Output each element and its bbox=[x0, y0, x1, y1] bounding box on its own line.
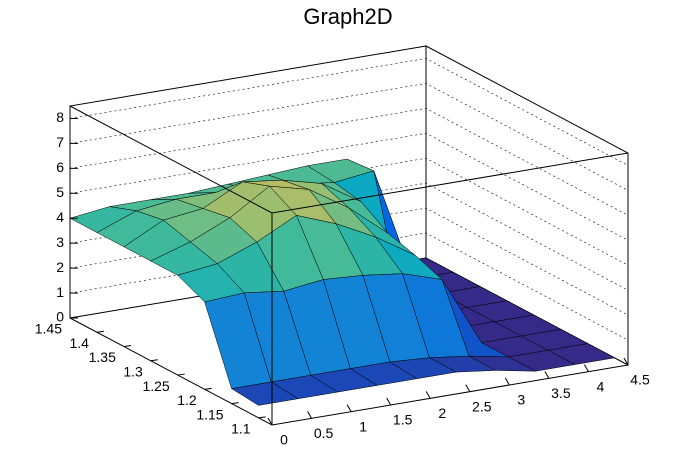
z-tick-label: 8 bbox=[56, 109, 64, 125]
grid-line bbox=[69, 108, 629, 216]
x-tick bbox=[584, 364, 589, 372]
x-tick-label: 2 bbox=[438, 405, 446, 421]
x-tick bbox=[544, 371, 550, 379]
y-tick bbox=[69, 316, 78, 319]
x-tick bbox=[307, 411, 312, 419]
z-tick-label: 1 bbox=[56, 284, 64, 300]
x-tick-label: 1 bbox=[359, 418, 367, 434]
x-tick bbox=[346, 404, 352, 412]
chart-title: Graph2D bbox=[303, 4, 392, 29]
y-tick-label: 1.15 bbox=[196, 406, 223, 422]
z-tick-label: 6 bbox=[56, 159, 64, 175]
z-tick-label: 4 bbox=[56, 209, 64, 225]
y-tick-label: 1.35 bbox=[89, 349, 116, 365]
x-tick bbox=[465, 384, 471, 392]
y-tick bbox=[96, 330, 105, 333]
grid-line bbox=[69, 58, 629, 166]
z-tick-label: 3 bbox=[56, 234, 64, 250]
x-tick-label: 0.5 bbox=[314, 425, 334, 441]
z-tick-label: 2 bbox=[56, 259, 64, 275]
z-tick-label: 5 bbox=[56, 184, 64, 200]
x-tick-label: 3.5 bbox=[551, 385, 571, 401]
surface bbox=[69, 158, 616, 406]
x-tick-label: 0 bbox=[280, 432, 288, 448]
axes: 0 1 2 3 4 5 6 7 8 0 0.5 1 1.5 2 2.5 3 3.5 4 4.5 1.1 1.151.2 1… bbox=[35, 109, 650, 448]
y-tick bbox=[177, 373, 185, 376]
y-tick-label: 1.3 bbox=[123, 364, 143, 380]
z-tick-label: 7 bbox=[56, 134, 64, 150]
grid-line bbox=[69, 83, 629, 191]
x-tick-label: 4 bbox=[597, 378, 605, 394]
x-tick bbox=[267, 417, 273, 426]
x-tick bbox=[425, 391, 431, 399]
y-tick bbox=[258, 416, 266, 419]
surface-cell bbox=[230, 381, 299, 406]
y-tick-label: 1.45 bbox=[35, 321, 62, 337]
y-tick bbox=[123, 345, 131, 348]
y-tick bbox=[231, 402, 239, 405]
x-tick-label: 4.5 bbox=[630, 372, 650, 388]
y-tick-label: 1.25 bbox=[142, 378, 169, 394]
x-tick bbox=[623, 357, 629, 366]
y-tick-label: 1.1 bbox=[231, 421, 251, 437]
x-tick bbox=[504, 377, 510, 386]
grid-line bbox=[69, 132, 629, 241]
x-tick bbox=[386, 397, 392, 406]
y-tick-label: 1.4 bbox=[69, 335, 89, 351]
y-tick-label: 1.2 bbox=[177, 392, 197, 408]
y-tick bbox=[204, 387, 212, 390]
y-tick bbox=[150, 359, 158, 362]
z-tick-label: 0 bbox=[56, 309, 64, 325]
x-tick-label: 2.5 bbox=[472, 398, 492, 414]
x-tick-label: 3 bbox=[517, 392, 525, 408]
x-tick-label: 1.5 bbox=[393, 412, 413, 428]
